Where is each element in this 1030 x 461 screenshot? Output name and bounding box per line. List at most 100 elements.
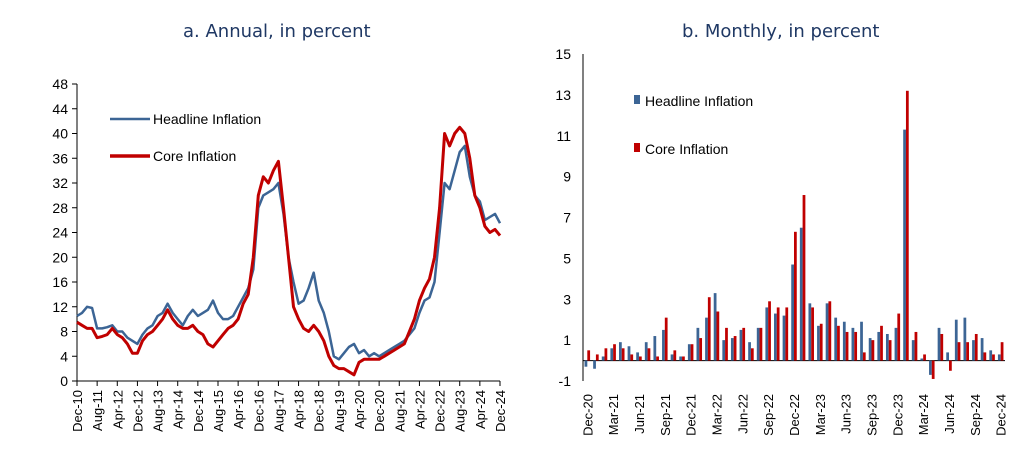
- headline-inflation-bar: [670, 354, 674, 361]
- x-tick-label: Dec-20: [580, 394, 595, 436]
- core-inflation-bar: [940, 333, 944, 361]
- headline-inflation-bar: [705, 317, 708, 361]
- core-inflation-bar: [682, 356, 685, 361]
- y-tick-label: 32: [52, 175, 68, 191]
- legend-label: Core Inflation: [645, 141, 728, 157]
- x-tick-label: Aug-19: [332, 390, 347, 432]
- x-tick-label: Aug-17: [271, 390, 286, 432]
- core-inflation-bar: [897, 313, 901, 361]
- legend-label: Core Inflation: [153, 148, 236, 164]
- headline-inflation-bar: [765, 307, 769, 361]
- x-tick-label: Sep-21: [658, 394, 673, 436]
- headline-inflation-bar: [722, 340, 726, 361]
- headline-inflation-bar: [584, 360, 588, 367]
- x-tick-label: Apr-24: [473, 390, 488, 429]
- x-tick-label: Aug-15: [211, 390, 226, 432]
- core-inflation-bar: [802, 195, 806, 361]
- core-inflation-bar: [587, 350, 591, 361]
- core-inflation-bar: [854, 331, 858, 361]
- headline-inflation-bar: [619, 342, 622, 361]
- core-inflation-line: [76, 125, 502, 377]
- headline-inflation-bar: [644, 342, 648, 361]
- headline-inflation-bar: [920, 358, 924, 361]
- y-tick-label: 9: [563, 169, 571, 185]
- y-tick-label: 16: [52, 274, 68, 290]
- core-inflation-bar: [957, 342, 961, 361]
- headline-inflation-bar: [601, 356, 605, 361]
- core-inflation-bar: [690, 344, 694, 361]
- headline-inflation-bar: [782, 315, 786, 361]
- y-tick-label: 0: [60, 373, 68, 389]
- x-tick-label: Dec-16: [251, 390, 266, 432]
- x-tick-label: Jun-24: [942, 394, 957, 434]
- legend-label: Headline Inflation: [645, 93, 753, 109]
- x-tick-label: Jun-21: [632, 394, 647, 434]
- core-inflation-bar: [888, 340, 892, 361]
- core-inflation-bar: [914, 331, 918, 361]
- headline-inflation-bar: [662, 329, 665, 361]
- headline-inflation-bar: [627, 346, 631, 361]
- y-tick-label: 5: [563, 250, 571, 266]
- headline-inflation-bar: [842, 321, 846, 361]
- headline-inflation-bar: [748, 342, 751, 361]
- headline-inflation-bar: [636, 352, 639, 361]
- headline-inflation-bar: [825, 303, 829, 361]
- x-tick-label: Dec-12: [130, 390, 145, 432]
- headline-inflation-bar: [687, 344, 691, 361]
- legend-swatch: [634, 143, 640, 152]
- core-inflation-bar: [845, 331, 849, 361]
- x-tick-label: Apr-12: [110, 390, 125, 429]
- x-tick-label: Jun-23: [839, 394, 854, 434]
- core-inflation-bar: [664, 317, 668, 361]
- core-inflation-bar: [931, 360, 935, 379]
- legend-swatch: [634, 95, 640, 104]
- core-inflation-bar: [828, 301, 832, 361]
- y-tick-label: 48: [52, 76, 68, 92]
- headline-inflation-bar: [980, 338, 984, 361]
- headline-inflation-bar: [868, 338, 872, 361]
- y-tick-label: -1: [559, 373, 572, 389]
- headline-inflation-bar: [911, 340, 915, 361]
- x-tick-label: Aug-11: [90, 390, 105, 431]
- core-inflation-bar: [604, 348, 608, 361]
- headline-inflation-bar: [799, 227, 803, 361]
- core-inflation-bar: [819, 323, 823, 361]
- core-inflation-bar: [785, 307, 789, 361]
- x-tick-label: Aug-13: [151, 390, 166, 432]
- x-tick-label: Apr-18: [292, 390, 307, 429]
- x-tick-label: Mar-21: [606, 394, 621, 435]
- headline-inflation-bar: [851, 327, 855, 361]
- headline-inflation-bar: [834, 317, 838, 361]
- y-tick-label: 3: [563, 291, 571, 307]
- y-tick-label: 4: [60, 348, 68, 364]
- core-inflation-bar: [966, 342, 969, 361]
- y-tick-label: 28: [52, 200, 68, 216]
- monthly-inflation-panel: b. Monthly, in percent -1 1 3 5 7 9 11 13 15 Dec-…: [515, 0, 1030, 461]
- y-tick-label: 20: [52, 249, 68, 265]
- headline-inflation-bar: [860, 321, 863, 361]
- y-tick-label: 36: [52, 150, 68, 166]
- x-tick-label: Aug-21: [392, 390, 407, 432]
- core-inflation-bar: [880, 325, 883, 361]
- y-tick-label: 24: [52, 225, 68, 241]
- core-inflation-bar: [656, 356, 659, 361]
- x-tick-label: Dec-22: [433, 390, 448, 432]
- headline-inflation-bar: [946, 352, 950, 361]
- headline-inflation-bar: [593, 360, 596, 369]
- y-tick-label: 8: [60, 324, 68, 340]
- core-inflation-bar: [862, 352, 866, 361]
- x-tick-label: Sep-22: [761, 394, 776, 436]
- y-tick-label: 11: [556, 128, 571, 144]
- core-inflation-bar: [638, 356, 642, 361]
- headline-inflation-bar: [972, 340, 975, 361]
- headline-inflation-bar: [929, 360, 932, 375]
- core-inflation-bar: [905, 90, 909, 361]
- core-inflation-bar: [1000, 342, 1004, 361]
- headline-inflation-bar: [756, 327, 760, 361]
- core-inflation-bar: [742, 327, 746, 361]
- core-inflation-bar: [673, 350, 677, 361]
- core-inflation-bar: [707, 297, 711, 361]
- y-tick-label: 40: [52, 126, 68, 142]
